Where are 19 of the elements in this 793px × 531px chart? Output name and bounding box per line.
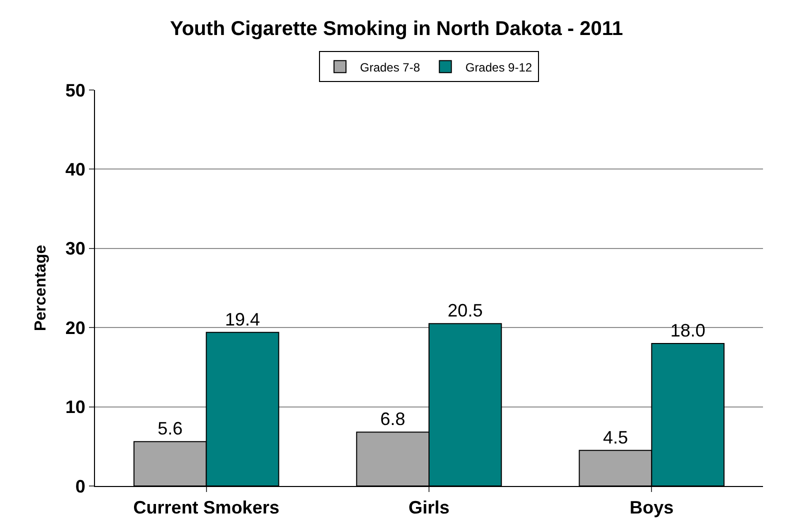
data-label: 20.5 (448, 300, 483, 321)
y-tick-label: 0 (75, 476, 86, 496)
x-tick-label: Current Smokers (133, 498, 280, 518)
data-label: 6.8 (380, 409, 406, 430)
legend-label: Grades 7-8 (360, 60, 420, 74)
y-axis-title: Percentage (32, 244, 50, 332)
data-label: 5.6 (158, 418, 183, 439)
y-tick-label: 30 (65, 238, 86, 259)
x-tick-label: Girls (408, 498, 450, 518)
data-label: 18.0 (670, 320, 706, 340)
y-tick-label: 50 (65, 80, 86, 100)
data-label: 19.4 (224, 309, 260, 330)
legend-label: Grades 9-12 (465, 60, 532, 74)
chart-title: Youth Cigarette Smoking in North Dakota - 2011 (170, 18, 624, 40)
data-label: 4.5 (602, 427, 628, 448)
y-tick-label: 20 (65, 318, 86, 338)
y-tick-label: 40 (65, 160, 86, 180)
x-tick-label: Boys (630, 498, 674, 518)
y-tick-label: 10 (65, 397, 86, 418)
